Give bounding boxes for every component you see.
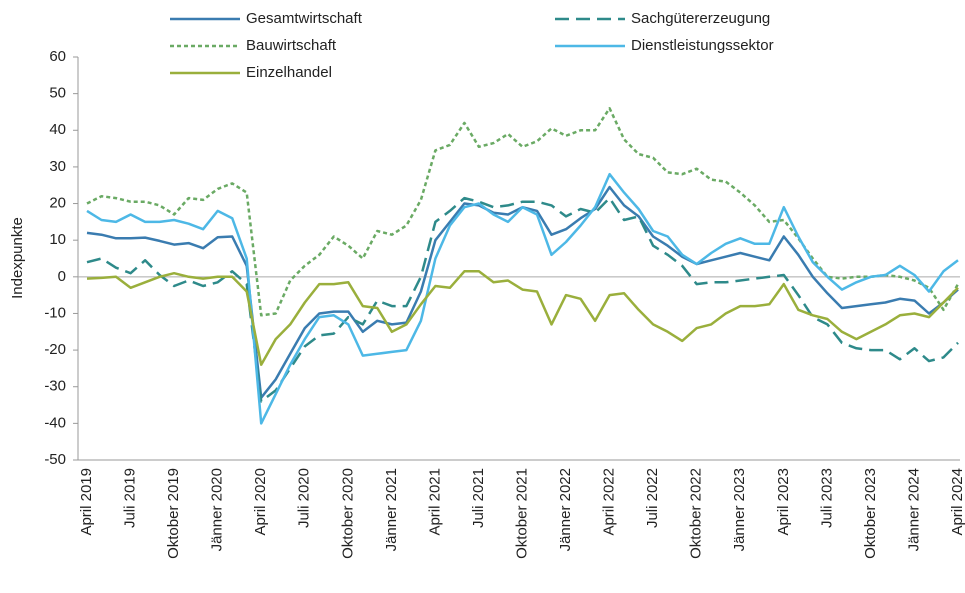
x-tick-label: Juli 2023 <box>818 468 835 528</box>
x-tick-label: Oktober 2020 <box>339 468 356 559</box>
legend-label: Einzelhandel <box>246 64 332 81</box>
y-tick-label: 10 <box>49 231 66 248</box>
y-tick-label: 20 <box>49 195 66 212</box>
series-line <box>86 185 959 399</box>
x-tick-label: Jänner 2024 <box>905 468 922 551</box>
x-tick-label: April 2023 <box>775 468 792 536</box>
y-tick-label: 30 <box>49 158 66 175</box>
y-tick-label: -50 <box>44 451 66 468</box>
x-tick-label: Juli 2020 <box>296 468 313 528</box>
series-line <box>86 196 959 403</box>
y-axis-label: Indexpunkte <box>9 217 26 299</box>
x-tick-label: April 2022 <box>601 468 618 536</box>
legend-label: Sachgütererzeugung <box>631 10 770 27</box>
y-tick-label: 60 <box>49 48 66 65</box>
x-tick-label: April 2019 <box>78 468 95 536</box>
x-tick-label: Juli 2021 <box>470 468 487 528</box>
y-tick-label: -10 <box>44 304 66 321</box>
x-tick-label: Juli 2022 <box>644 468 661 528</box>
x-tick-label: Jänner 2021 <box>383 468 400 551</box>
x-tick-label: Jänner 2022 <box>557 468 574 551</box>
x-tick-label: Oktober 2019 <box>165 468 182 559</box>
x-tick-label: Jänner 2020 <box>209 468 226 551</box>
legend-label: Dienstleistungssektor <box>631 37 774 54</box>
x-tick-label: April 2024 <box>949 468 965 536</box>
series-line <box>86 107 960 317</box>
x-tick-label: Juli 2019 <box>122 468 139 528</box>
x-tick-label: Oktober 2021 <box>513 468 530 559</box>
x-tick-label: April 2020 <box>252 468 269 536</box>
legend-label: Bauwirtschaft <box>246 37 337 54</box>
y-tick-label: 40 <box>49 121 66 138</box>
y-tick-label: -40 <box>44 414 66 431</box>
x-tick-label: Oktober 2023 <box>862 468 879 559</box>
legend-label: Gesamtwirtschaft <box>246 10 363 27</box>
y-tick-label: 50 <box>49 85 66 102</box>
x-tick-label: Jänner 2023 <box>731 468 748 551</box>
x-tick-label: April 2021 <box>426 468 443 536</box>
series-line <box>86 270 959 366</box>
y-tick-label: -30 <box>44 378 66 395</box>
y-tick-label: 0 <box>58 268 66 285</box>
y-tick-label: -20 <box>44 341 66 358</box>
x-tick-label: Oktober 2022 <box>688 468 705 559</box>
series-line <box>86 172 959 425</box>
